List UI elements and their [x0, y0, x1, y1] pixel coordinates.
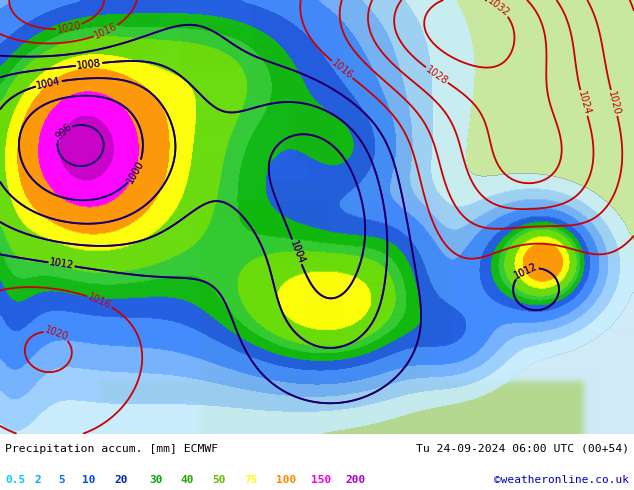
- Text: 1004: 1004: [288, 239, 306, 265]
- Text: 1000: 1000: [126, 159, 146, 185]
- Text: 996: 996: [53, 122, 74, 142]
- Text: 1008: 1008: [76, 58, 102, 71]
- Text: 1004: 1004: [36, 76, 61, 91]
- Text: 10: 10: [82, 475, 96, 485]
- Text: 100: 100: [276, 475, 296, 485]
- Text: 50: 50: [212, 475, 226, 485]
- Text: 1012: 1012: [49, 258, 74, 271]
- Text: 1008: 1008: [76, 58, 102, 71]
- Text: 1012: 1012: [49, 258, 74, 271]
- Text: 1000: 1000: [126, 159, 146, 185]
- Text: 1016: 1016: [93, 22, 119, 41]
- Text: 5: 5: [58, 475, 65, 485]
- Text: Precipitation accum. [mm] ECMWF: Precipitation accum. [mm] ECMWF: [5, 444, 218, 454]
- Text: 1020: 1020: [606, 90, 622, 116]
- Text: 1004: 1004: [36, 76, 61, 91]
- Text: 1028: 1028: [424, 64, 450, 86]
- Text: 20: 20: [114, 475, 127, 485]
- Text: 200: 200: [346, 475, 366, 485]
- Text: 40: 40: [181, 475, 194, 485]
- Text: 30: 30: [149, 475, 162, 485]
- Text: 996: 996: [53, 122, 74, 142]
- Text: 1020: 1020: [56, 20, 82, 35]
- Text: 1016: 1016: [330, 58, 355, 81]
- Text: Tu 24-09-2024 06:00 UTC (00+54): Tu 24-09-2024 06:00 UTC (00+54): [416, 444, 629, 454]
- Text: 1032: 1032: [486, 0, 511, 19]
- Text: 1012: 1012: [513, 261, 539, 280]
- Text: 1004: 1004: [288, 239, 306, 265]
- Text: 150: 150: [311, 475, 331, 485]
- Text: 1016: 1016: [86, 292, 113, 311]
- Text: 1024: 1024: [576, 90, 592, 116]
- Text: ©weatheronline.co.uk: ©weatheronline.co.uk: [494, 475, 629, 485]
- Text: 0.5: 0.5: [5, 475, 25, 485]
- Text: 75: 75: [244, 475, 257, 485]
- Text: 1012: 1012: [513, 261, 539, 280]
- Text: 2: 2: [35, 475, 42, 485]
- Text: 1020: 1020: [44, 324, 70, 343]
